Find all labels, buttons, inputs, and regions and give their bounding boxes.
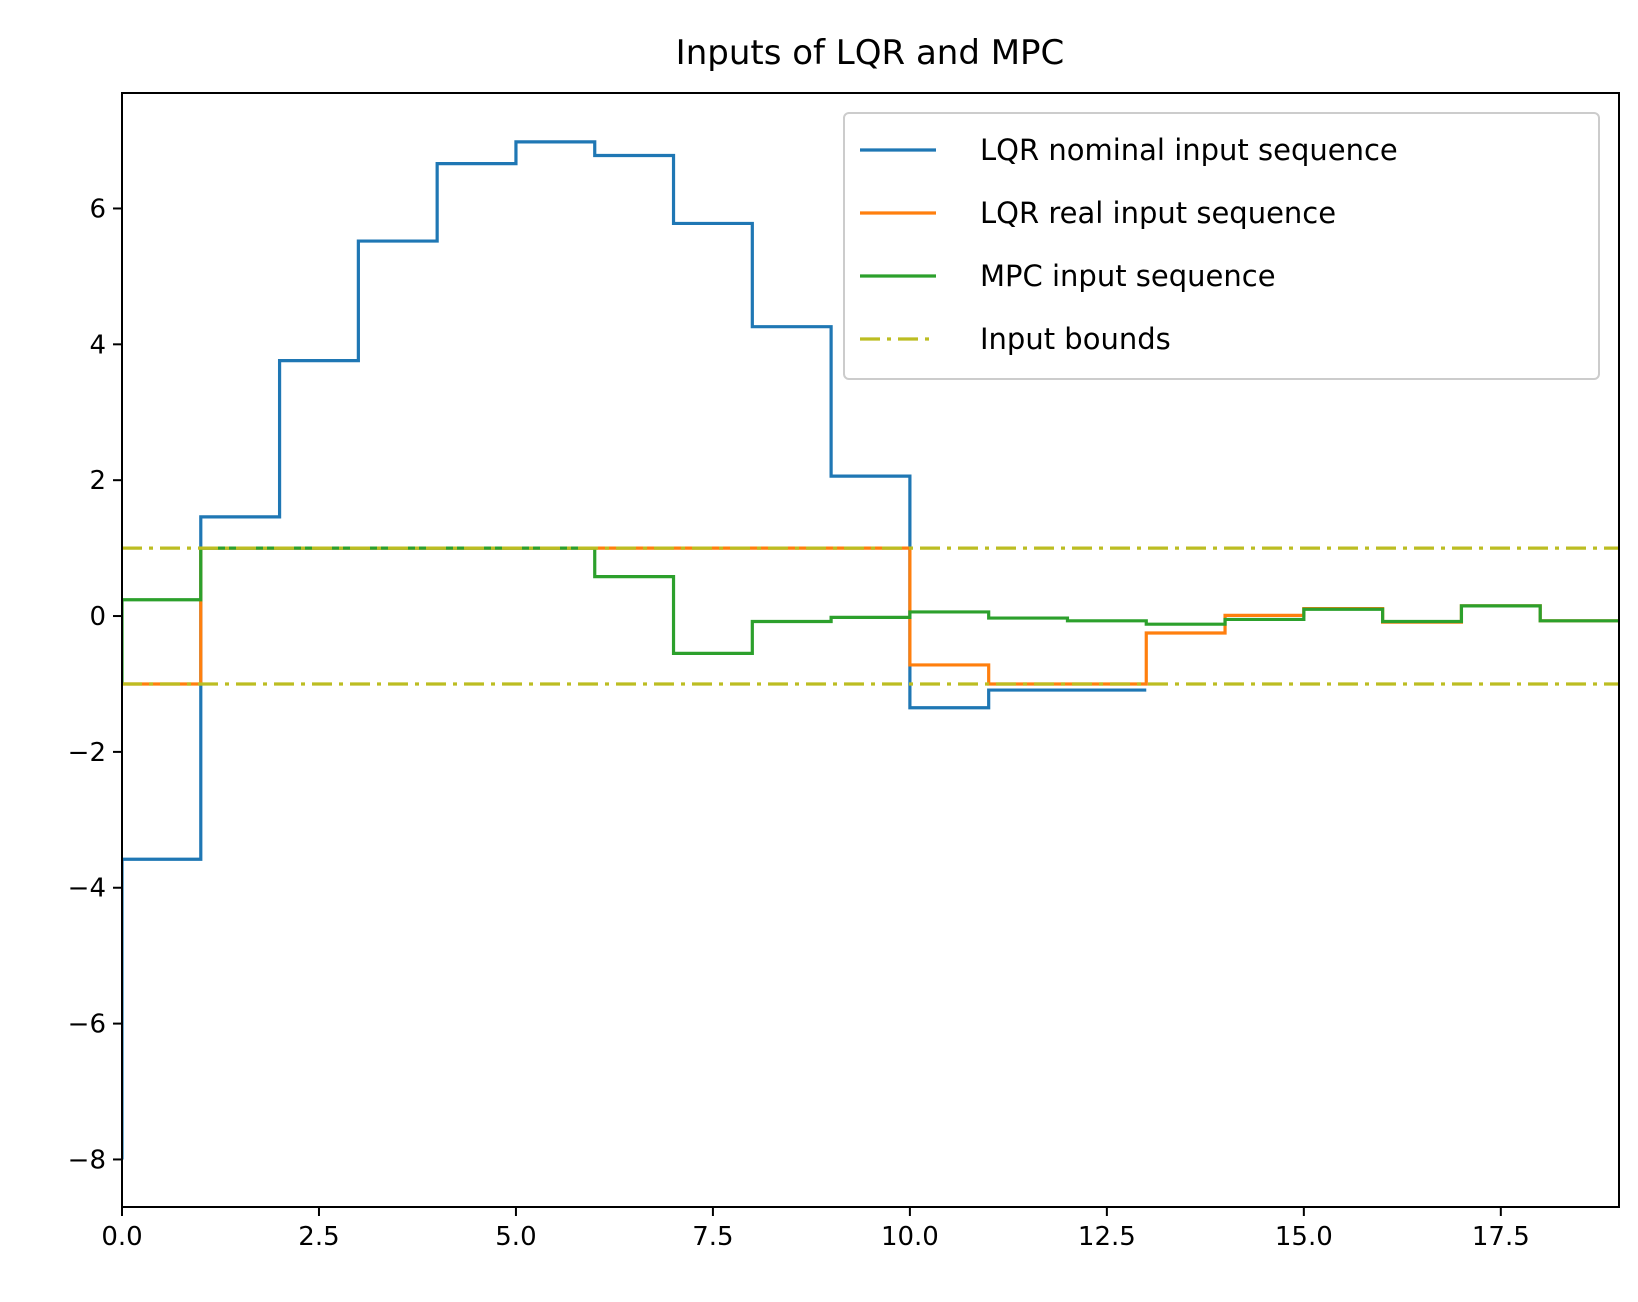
chart-title: Inputs of LQR and MPC (676, 33, 1065, 73)
plot-frame (121, 92, 1620, 1208)
legend-label-lqr-real-input-sequence: LQR real input sequence (980, 196, 1336, 230)
x-tick-label: 17.5 (1472, 1222, 1530, 1252)
legend-label-lqr-nominal-input-sequence: LQR nominal input sequence (980, 133, 1398, 167)
x-tick-label: 7.5 (692, 1222, 733, 1252)
y-tick-label: −8 (68, 1145, 106, 1175)
axis-layer: 0.0 2.5 5.0 7.5 10.0 12.5 15.0 17.5 −8 −6 −4 −2 0 2 4 6 (68, 194, 1530, 1252)
x-tick-label: 12.5 (1078, 1222, 1136, 1252)
x-tick-label: 5.0 (495, 1222, 536, 1252)
y-tick-label: −4 (68, 874, 106, 904)
legend-label-input-bounds: Input bounds (980, 322, 1171, 356)
legend-label-mpc-input-sequence: MPC input sequence (980, 259, 1276, 293)
y-tick-label: 0 (89, 602, 106, 632)
legend: LQR nominal input sequence LQR real input… (843, 112, 1600, 380)
x-tick-label: 0.0 (101, 1222, 142, 1252)
legend-box (843, 112, 1600, 380)
series-line-lqr-nominal-input-sequence (122, 140, 1147, 1160)
y-tick-label: 6 (89, 194, 106, 224)
x-tick-label: 15.0 (1275, 1222, 1333, 1252)
y-tick-label: −2 (68, 738, 106, 768)
x-tick-label: 10.0 (881, 1222, 939, 1252)
y-tick-label: −6 (68, 1010, 106, 1040)
y-tick-label: 4 (89, 330, 106, 360)
y-tick-label: 2 (89, 466, 106, 496)
series-line-mpc-input-sequence (122, 546, 1619, 684)
x-tick-label: 2.5 (298, 1222, 339, 1252)
series-layer (122, 140, 1619, 1160)
